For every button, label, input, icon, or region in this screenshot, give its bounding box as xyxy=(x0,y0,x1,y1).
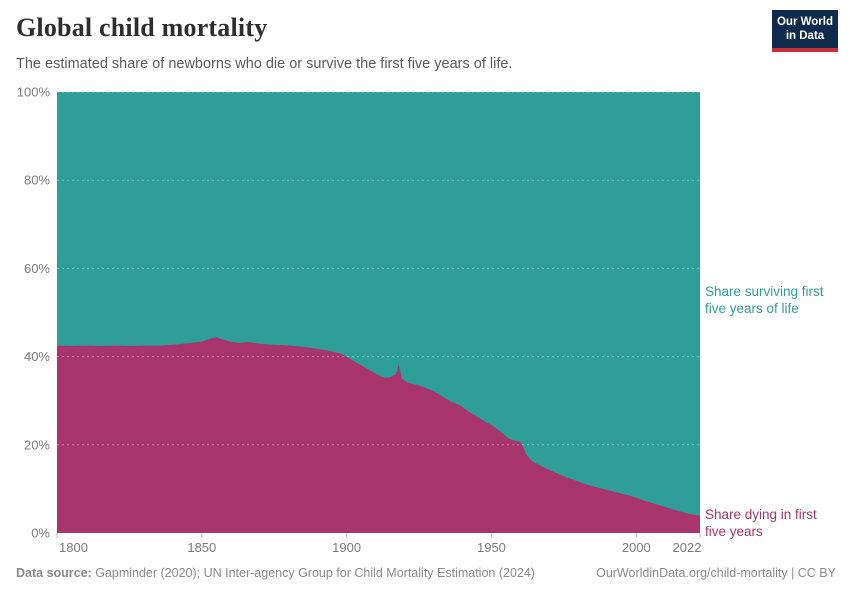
owid-logo[interactable]: Our World in Data xyxy=(772,10,838,52)
stacked-area-chart[interactable]: 0% 20% 40% 60% 80% 100% 1800 1850 1900 1950 2000 20… xyxy=(0,84,850,559)
chart-subtitle: The estimated share of newborns who die … xyxy=(16,56,513,72)
y-axis-tick-label: 40% xyxy=(24,349,50,364)
x-axis-tick-label: 2022 xyxy=(673,540,702,555)
series-label-surviving: Share surviving first five years of life xyxy=(705,284,824,316)
x-axis-tick-label: 1800 xyxy=(59,540,88,555)
footer-link[interactable]: OurWorldinData.org/child-mortality | CC … xyxy=(596,566,836,580)
owid-logo-line1: Our World xyxy=(776,16,833,28)
chart-footer: Data source: Gapminder (2020); UN Inter-… xyxy=(16,566,836,580)
data-source-prefix: Data source: xyxy=(16,566,92,580)
series-label-dying: Share dying in first five years xyxy=(705,507,817,539)
y-axis-tick-label: 100% xyxy=(17,85,51,100)
y-axis-tick-label: 60% xyxy=(24,261,50,276)
owid-logo-line2: in Data xyxy=(785,30,825,42)
y-axis-tick-label: 0% xyxy=(31,526,50,541)
data-source-text: Gapminder (2020); UN Inter-agency Group … xyxy=(91,566,535,580)
x-axis-tick-label: 2000 xyxy=(622,540,651,555)
x-axis-tick-label: 1950 xyxy=(477,540,506,555)
y-axis-tick-label: 80% xyxy=(24,173,50,188)
page-title: Global child mortality xyxy=(16,13,268,42)
data-source-note: Data source: Gapminder (2020); UN Inter-… xyxy=(16,566,535,580)
area-dying[interactable] xyxy=(57,337,700,533)
x-axis-tick-label: 1850 xyxy=(187,540,216,555)
x-axis-tick-label: 1900 xyxy=(332,540,361,555)
y-axis-tick-label: 20% xyxy=(24,437,50,452)
